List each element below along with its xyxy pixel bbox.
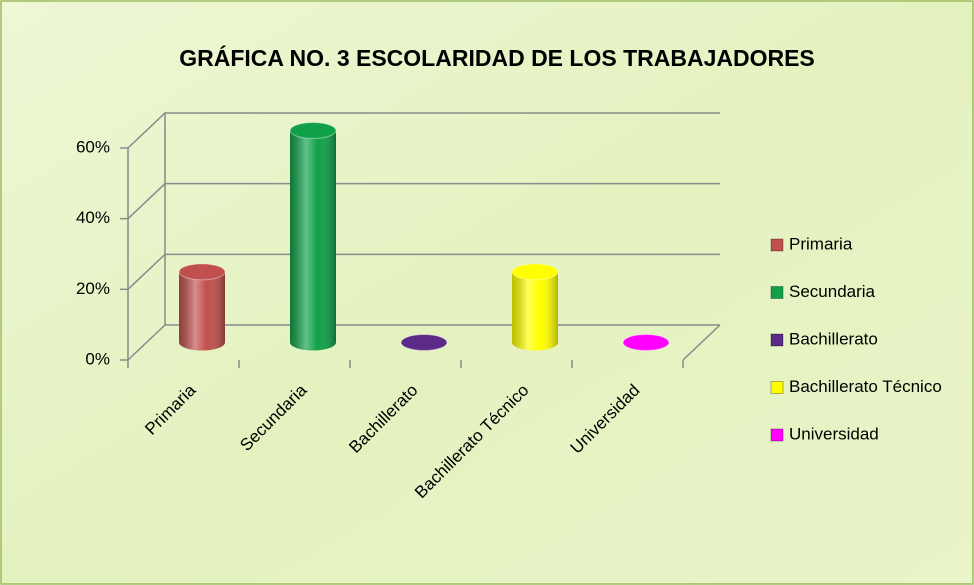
bar-shine [512,271,558,351]
legend-swatch [770,381,784,394]
grid-line [127,112,720,149]
bar-top [178,263,226,281]
bar-top [400,334,448,351]
bar-top [511,263,559,281]
legend-label: Universidad [789,424,879,443]
bar-top [622,334,670,351]
y-tick-label: 0% [85,349,110,368]
y-tick-label: 40% [76,208,110,227]
legend-label: Bachillerato Técnico [789,377,942,396]
bar [400,334,448,351]
legend-swatch [770,333,784,347]
bar [289,122,337,351]
bar [178,263,226,351]
grid-line [127,182,720,220]
legend-label: Bachillerato [789,329,878,348]
legend-swatch [770,286,784,299]
bar-top [289,122,337,139]
legend-swatch [770,238,784,252]
bar [622,334,670,351]
y-tick-label: 20% [76,279,110,298]
floor-edge [682,324,721,361]
bar-shine [179,271,225,351]
chart-title: GRÁFICA NO. 3 ESCOLARIDAD DE LOS TRABAJA… [179,44,815,71]
legend-swatch [770,428,784,442]
legend-label: Secundaria [789,282,876,301]
grid-line [127,253,720,290]
legend-label: Primaria [789,234,853,253]
bar [511,263,559,351]
y-tick-label: 60% [76,137,110,156]
bar-shine [290,130,336,351]
